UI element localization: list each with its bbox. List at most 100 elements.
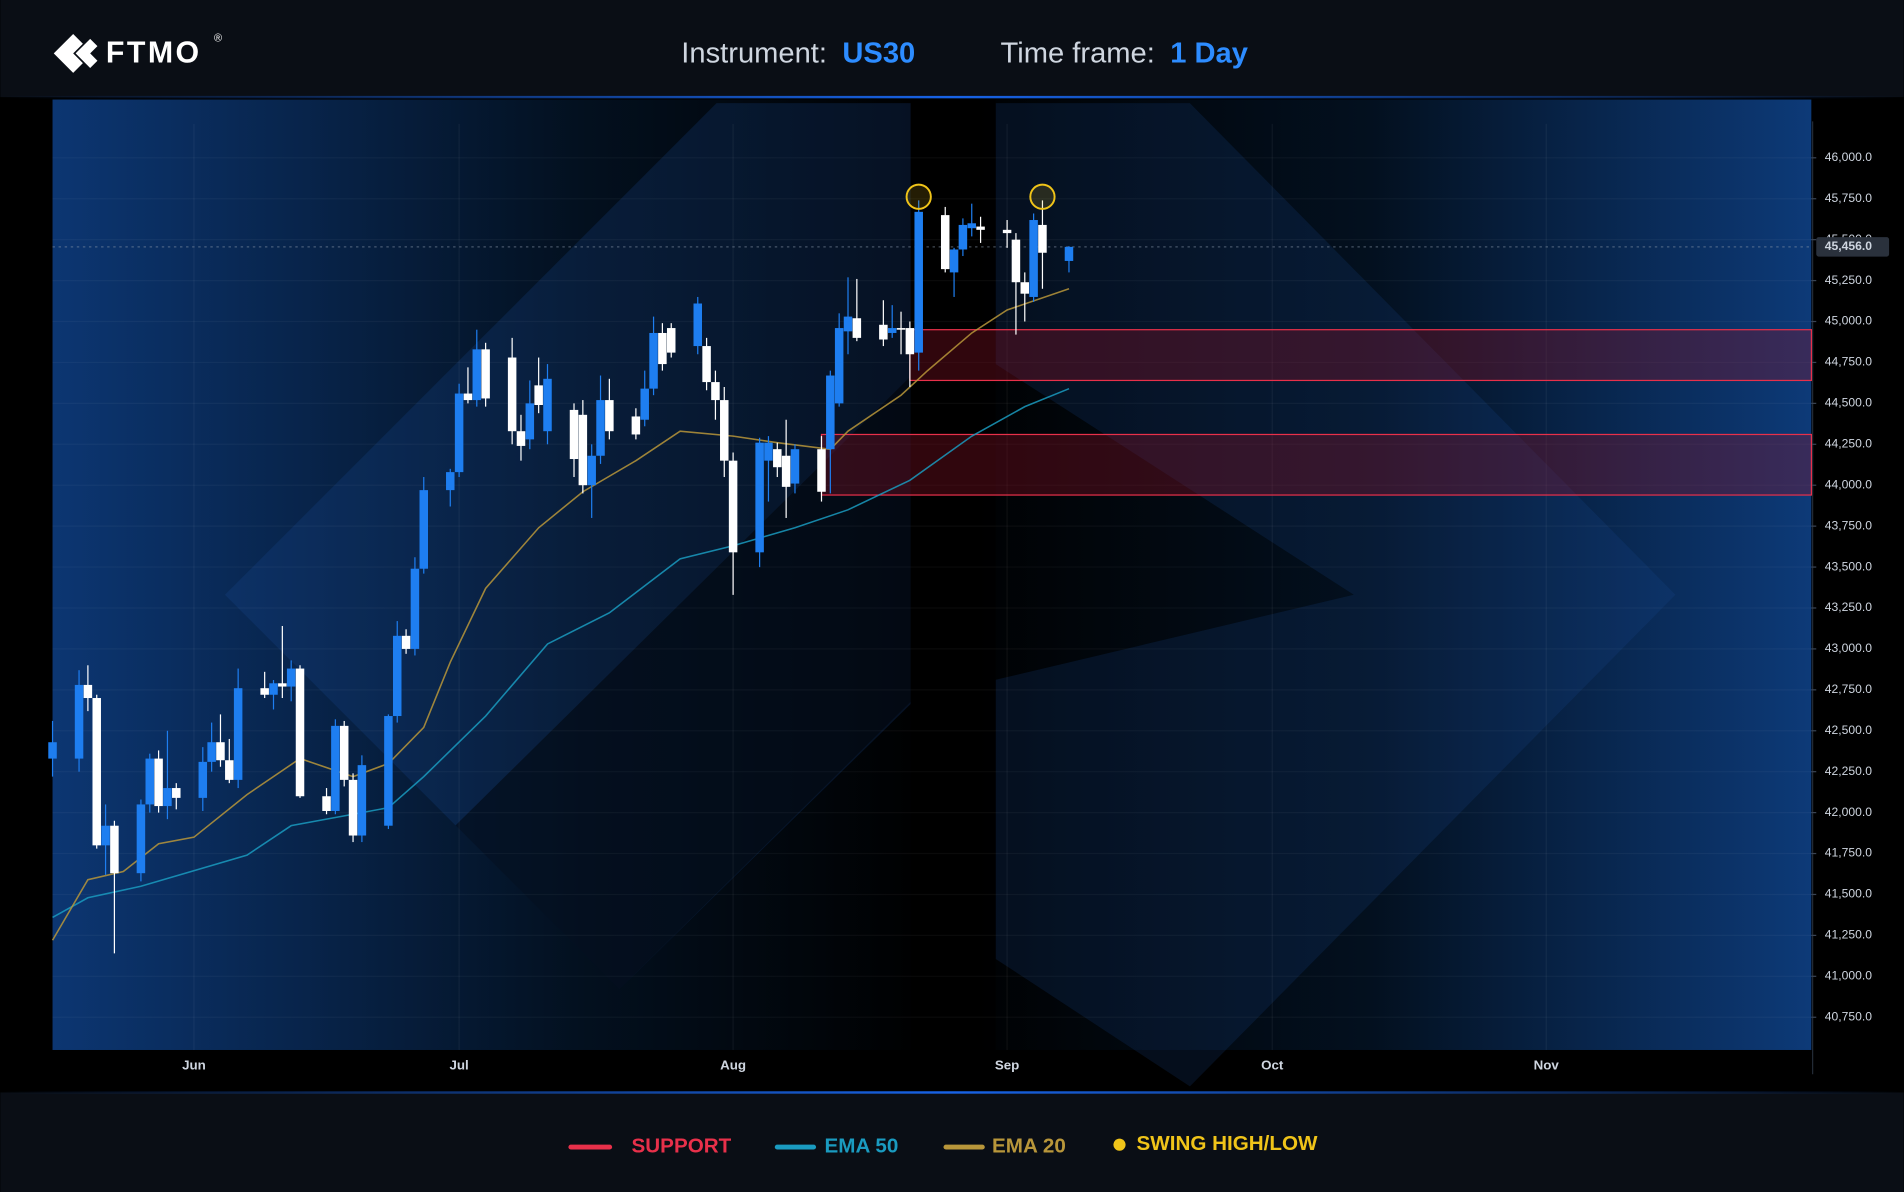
timeframe-value: 1 Day — [1170, 37, 1249, 69]
candle-body — [773, 449, 782, 468]
candle-body — [454, 393, 464, 473]
candle-body — [958, 224, 968, 250]
candle-body — [92, 698, 101, 846]
y-tick-label: 42,500.0 — [1825, 723, 1872, 737]
candle-body — [83, 684, 93, 699]
candle-body — [410, 568, 420, 649]
y-tick-label: 43,250.0 — [1825, 600, 1872, 614]
candle-body — [843, 316, 853, 332]
logo-mark: ® — [214, 33, 222, 45]
candle-body — [286, 668, 296, 687]
candle-body — [225, 760, 234, 780]
candle-body — [976, 226, 985, 230]
price-axis-background — [1811, 99, 1904, 1093]
candle-body — [640, 388, 649, 420]
legend-label: SWING HIGH/LOW — [1137, 1132, 1319, 1155]
legend-label: EMA 50 — [825, 1135, 899, 1158]
candle-body — [384, 716, 393, 826]
y-tick-label: 46,000.0 — [1825, 150, 1872, 164]
y-tick-label: 45,750.0 — [1825, 191, 1872, 205]
candle-body — [163, 788, 172, 807]
logo: FTMO ® — [53, 33, 222, 73]
candle-body — [1029, 220, 1038, 297]
candle-body — [472, 349, 482, 401]
candle-body — [1038, 224, 1047, 253]
candle-body — [207, 742, 216, 762]
candle-body — [887, 328, 897, 333]
candle-body — [295, 668, 305, 797]
candle-body — [1011, 239, 1021, 283]
candle-body — [711, 382, 720, 401]
footer-glow — [0, 1091, 1904, 1094]
y-tick-label: 41,000.0 — [1825, 969, 1872, 983]
candle-body — [587, 455, 596, 486]
logo-icon — [53, 33, 83, 73]
candle-body — [331, 725, 340, 811]
candle-body — [525, 403, 535, 440]
last-price-label: 45,456.0 — [1825, 239, 1872, 253]
candle-body — [666, 328, 676, 353]
candle-body — [658, 332, 667, 365]
candle-body — [322, 796, 331, 811]
candle-body — [1064, 246, 1074, 261]
candle-body — [110, 825, 119, 874]
candle-body — [357, 765, 367, 836]
candle-body — [852, 318, 862, 338]
legend-swatch — [1113, 1138, 1126, 1151]
legend-label: SUPPORT — [632, 1135, 732, 1158]
y-tick-label: 41,500.0 — [1825, 887, 1872, 901]
candle-body — [233, 688, 243, 780]
instrument-value: US30 — [842, 37, 915, 69]
candle-body — [419, 490, 429, 569]
y-tick-label: 44,750.0 — [1825, 355, 1872, 369]
support-zone — [820, 433, 1813, 496]
legend: SUPPORT EMA 50 EMA 20 SWING HIGH/LOW — [568, 1132, 1319, 1158]
y-tick-label: 43,750.0 — [1825, 518, 1872, 532]
candle-body — [967, 223, 976, 229]
candle-body — [1002, 229, 1012, 234]
x-tick-label: Jul — [449, 1057, 468, 1072]
candle-body — [481, 349, 490, 399]
instrument: Instrument: US30 — [681, 37, 915, 69]
candle-body — [339, 725, 349, 780]
candle-body — [507, 357, 517, 432]
support-zone — [909, 329, 1813, 382]
y-tick-label: 42,250.0 — [1825, 764, 1872, 778]
footer — [0, 1092, 1904, 1192]
y-tick-label: 42,000.0 — [1825, 805, 1872, 819]
y-tick-label: 45,000.0 — [1825, 314, 1872, 328]
candle-body — [348, 779, 358, 836]
candle-body — [817, 449, 826, 492]
y-tick-label: 44,250.0 — [1825, 436, 1872, 450]
logo-shape — [455, 376, 911, 990]
x-tick-label: Aug — [720, 1057, 746, 1072]
x-tick-label: Nov — [1534, 1057, 1560, 1072]
y-tick-label: 44,500.0 — [1825, 396, 1872, 410]
candle-body — [578, 414, 588, 486]
candle-body — [154, 758, 163, 807]
y-tick-label: 43,500.0 — [1825, 559, 1872, 573]
candle-body — [463, 393, 473, 401]
logo-text: FTMO — [106, 37, 202, 70]
x-tick-label: Jun — [182, 1057, 206, 1072]
candle-body — [826, 375, 835, 450]
candle-body — [631, 416, 641, 435]
header — [0, 0, 1904, 98]
candle-body — [949, 249, 959, 273]
y-tick-label: 42,750.0 — [1825, 682, 1872, 696]
last-price-box — [1816, 237, 1890, 257]
y-tick-label: 41,250.0 — [1825, 928, 1872, 942]
candle-body — [834, 328, 844, 404]
candle-body — [905, 328, 915, 355]
candle-body — [940, 215, 950, 270]
candle-body — [702, 346, 711, 383]
candle-body — [74, 684, 84, 759]
y-tick-label: 44,000.0 — [1825, 477, 1872, 491]
candle-body — [569, 409, 579, 460]
candle-body — [781, 455, 791, 487]
candle-body — [392, 635, 402, 717]
highlight-band — [910, 99, 996, 1050]
logo-icon — [75, 38, 98, 68]
candle-body — [446, 472, 455, 491]
legend-label: EMA 20 — [992, 1135, 1066, 1158]
